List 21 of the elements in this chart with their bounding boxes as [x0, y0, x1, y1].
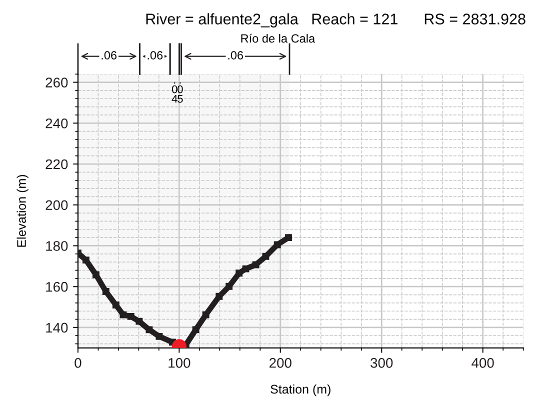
band-label: .06 — [148, 51, 163, 60]
y-axis-title: Elevation (m) — [16, 174, 28, 247]
x-tick-label: 300 — [370, 358, 393, 368]
x-axis-title: Station (m) — [270, 384, 330, 396]
y-tick-label: 200 — [46, 200, 68, 210]
x-tick-label: 0 — [74, 358, 82, 368]
y-tick-label: 240 — [46, 118, 68, 128]
band-label: .06 — [102, 51, 117, 60]
y-tick-label: 140 — [46, 322, 68, 333]
x-tick-label: 400 — [472, 358, 494, 368]
chart-subtitle: Río de la Cala — [241, 34, 316, 43]
y-tick-label: 180 — [46, 241, 68, 251]
band-label: .04 — [172, 82, 178, 103]
x-tick-label: 200 — [270, 358, 292, 368]
x-tick-label: 100 — [168, 358, 190, 368]
y-tick-label: 220 — [46, 159, 68, 170]
y-tick-label: 160 — [46, 282, 68, 292]
band-label: .05 — [178, 82, 183, 103]
y-tick-label: 260 — [46, 78, 68, 88]
band-label: .06 — [228, 51, 244, 60]
chart-title: River = alfuente2_gala Reach = 121 RS = 2831.928 — [146, 13, 526, 28]
